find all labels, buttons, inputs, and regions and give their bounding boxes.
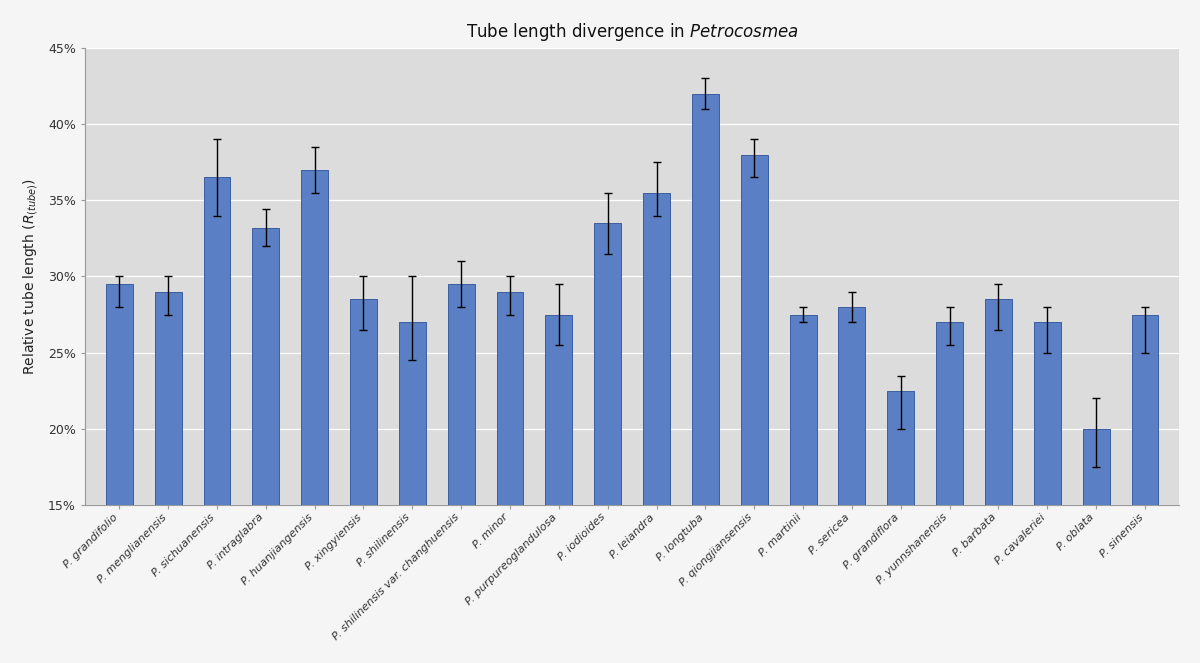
Bar <box>1132 314 1158 505</box>
Bar <box>301 170 328 505</box>
Bar <box>252 227 280 505</box>
Bar <box>887 391 914 505</box>
Y-axis label: Relative tube length ($\mathit{R}_{(tube)}$): Relative tube length ($\mathit{R}_{(tube… <box>20 178 40 375</box>
Bar <box>1082 429 1110 505</box>
Bar <box>546 314 572 505</box>
Bar <box>106 284 133 505</box>
Bar <box>594 223 622 505</box>
Bar <box>1034 322 1061 505</box>
Bar <box>497 292 523 505</box>
Bar <box>839 307 865 505</box>
Bar <box>155 292 181 505</box>
Bar <box>204 178 230 505</box>
Bar <box>985 299 1012 505</box>
Bar <box>350 299 377 505</box>
Bar <box>643 193 670 505</box>
Bar <box>692 93 719 505</box>
Title: Tube length divergence in $\it{Petrocosmea}$: Tube length divergence in $\it{Petrocosm… <box>466 21 798 43</box>
Bar <box>740 154 768 505</box>
Bar <box>398 322 426 505</box>
Bar <box>448 284 474 505</box>
Bar <box>936 322 964 505</box>
Bar <box>790 314 816 505</box>
